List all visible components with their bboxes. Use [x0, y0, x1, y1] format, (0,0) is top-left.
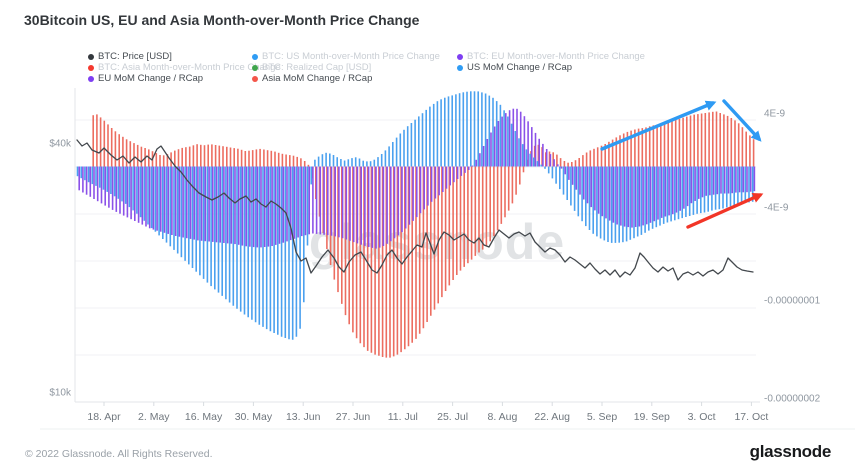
- legend-item-us-mom-change-rcap[interactable]: US MoM Change / RCap: [457, 63, 572, 73]
- svg-text:-0.00000002: -0.00000002: [764, 394, 821, 405]
- legend-label: US MoM Change / RCap: [467, 62, 573, 73]
- chart-title: 30Bitcoin US, EU and Asia Month-over-Mon…: [24, 12, 420, 28]
- legend-label: BTC: US Month-over-Month Price Change: [262, 51, 440, 62]
- legend-label: BTC: Realized Cap [USD]: [262, 62, 372, 73]
- legend-dot: [457, 65, 463, 71]
- glassnode-logo: glassnode: [749, 442, 832, 461]
- legend: BTC: Price [USD] BTC: US Month-over-Month…: [0, 0, 855, 90]
- legend-item-eu-mom-change-rcap[interactable]: EU MoM Change / RCap: [88, 74, 203, 84]
- svg-text:18. Apr: 18. Apr: [87, 411, 121, 423]
- svg-text:13. Jun: 13. Jun: [286, 411, 321, 423]
- legend-dot: [88, 76, 94, 82]
- bars-eu-mom-change-rcap: [78, 108, 756, 249]
- bars-us-mom-change-rcap: [76, 91, 754, 340]
- svg-text:4E-9: 4E-9: [764, 109, 786, 120]
- svg-text:-4E-9: -4E-9: [764, 203, 789, 214]
- svg-text:30. May: 30. May: [235, 411, 273, 423]
- legend-dot: [252, 54, 258, 60]
- svg-text:19. Sep: 19. Sep: [634, 411, 670, 423]
- legend-dot: [457, 54, 463, 60]
- legend-label: Asia MoM Change / RCap: [262, 73, 373, 84]
- legend-label: BTC: Price [USD]: [98, 51, 172, 62]
- svg-text:$40k: $40k: [49, 139, 72, 150]
- svg-text:17. Oct: 17. Oct: [734, 411, 768, 423]
- legend-item-asia-mom-change-rcap[interactable]: Asia MoM Change / RCap: [252, 74, 372, 84]
- legend-item-btc-realized-cap-usd-[interactable]: BTC: Realized Cap [USD]: [252, 63, 371, 73]
- svg-text:8. Aug: 8. Aug: [488, 411, 518, 423]
- btc-price-line: [76, 139, 754, 281]
- legend-label: EU MoM Change / RCap: [98, 73, 204, 84]
- us-uptrend-arrow: [600, 100, 717, 151]
- legend-label: BTC: Asia Month-over-Month Price Change: [98, 62, 281, 73]
- legend-dot: [252, 65, 258, 71]
- svg-text:-0.00000001: -0.00000001: [764, 296, 821, 307]
- x-axis-labels: 18. Apr 2. May 16. May 30. May 13. Jun 27. Ju…: [87, 402, 768, 423]
- legend-label: BTC: EU Month-over-Month Price Change: [467, 51, 645, 62]
- axis-lines: [40, 88, 855, 430]
- svg-text:22. Aug: 22. Aug: [534, 411, 570, 423]
- legend-item-btc-price-usd-[interactable]: BTC: Price [USD]: [88, 52, 172, 62]
- left-axis-labels: $40k $10k: [49, 139, 72, 399]
- asia-uptrend-arrow: [686, 192, 764, 229]
- svg-text:5. Sep: 5. Sep: [587, 411, 618, 423]
- copyright-text: © 2022 Glassnode. All Rights Reserved.: [25, 448, 213, 460]
- legend-item-btc-us-month-over-month-price-change[interactable]: BTC: US Month-over-Month Price Change: [252, 52, 440, 62]
- svg-text:25. Jul: 25. Jul: [437, 411, 468, 423]
- svg-text:3. Oct: 3. Oct: [688, 411, 716, 423]
- watermark: glassnode: [309, 214, 565, 270]
- right-axis-labels: 4E-9 -4E-9 -0.00000001 -0.00000002: [764, 109, 821, 405]
- legend-dot: [88, 65, 94, 71]
- svg-text:16. May: 16. May: [185, 411, 223, 423]
- svg-text:2. May: 2. May: [138, 411, 170, 423]
- svg-text:11. Jul: 11. Jul: [388, 411, 418, 423]
- svg-text:27. Jun: 27. Jun: [336, 411, 371, 423]
- svg-text:$10k: $10k: [49, 388, 72, 399]
- legend-item-btc-eu-month-over-month-price-change[interactable]: BTC: EU Month-over-Month Price Change: [457, 52, 645, 62]
- legend-dot: [88, 54, 94, 60]
- legend-dot: [252, 76, 258, 82]
- us-downturn-arrow: [722, 99, 762, 142]
- legend-item-btc-asia-month-over-month-price-change[interactable]: BTC: Asia Month-over-Month Price Change: [88, 63, 281, 73]
